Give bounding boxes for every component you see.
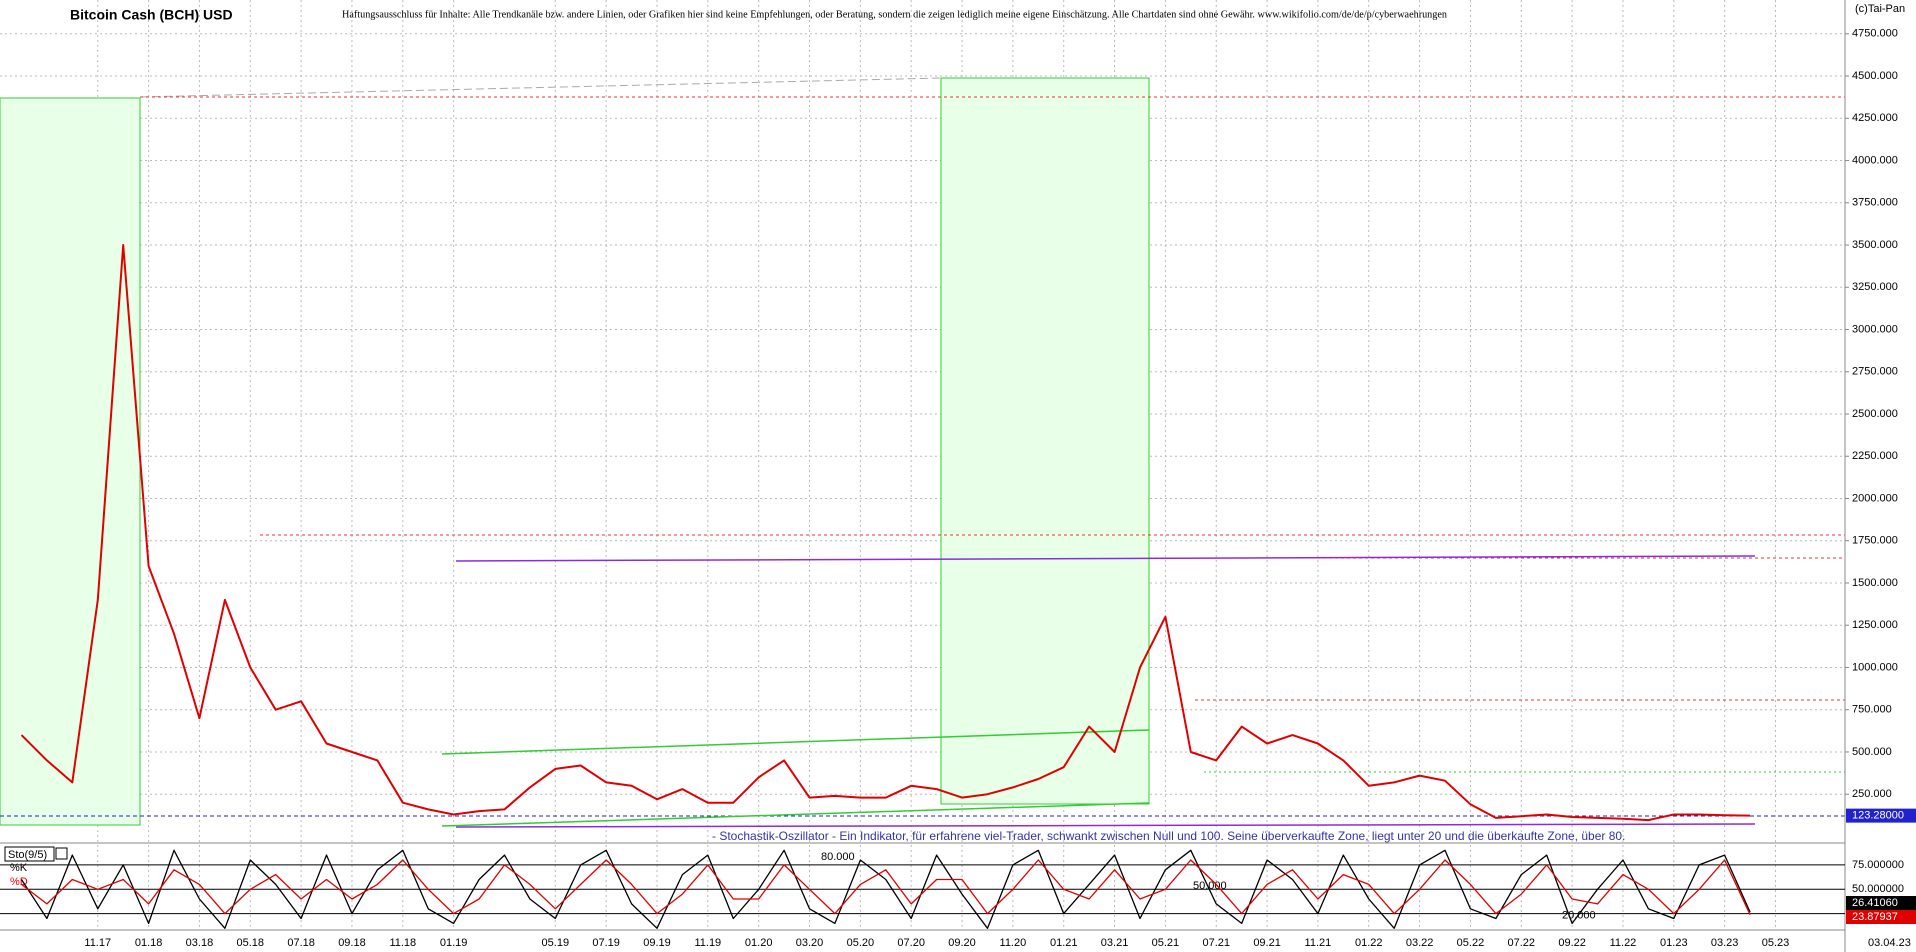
- indicator-title: Sto(9/5): [8, 849, 47, 861]
- trend-line: [455, 555, 1756, 562]
- x-tick-label: 03.21: [1101, 937, 1129, 949]
- trend-line: [455, 823, 1756, 828]
- x-tick-label: 03.23: [1711, 937, 1739, 949]
- x-tick-label: 11.20: [1000, 937, 1027, 949]
- x-tick-label: 01.19: [440, 937, 468, 949]
- legend-entry: %D: [10, 876, 28, 888]
- x-tick-label: 07.20: [897, 937, 925, 949]
- highlight-zone: [0, 97, 141, 826]
- x-tick-label: 09.22: [1558, 937, 1586, 949]
- x-tick-label: 09.19: [643, 937, 671, 949]
- level-label: 50.000: [1193, 880, 1227, 892]
- value-label-box: [1846, 910, 1916, 924]
- y-tick-label: 2250.000: [1852, 450, 1898, 462]
- x-tick-label: 05.23: [1762, 937, 1790, 949]
- x-tick-label: 05.20: [847, 937, 875, 949]
- chart-title: Bitcoin Cash (BCH) USD: [70, 7, 233, 23]
- x-tick-label: 05.18: [237, 937, 265, 949]
- x-tick-label: 01.22: [1355, 937, 1383, 949]
- y-tick-label: 250.000: [1852, 788, 1892, 800]
- y-tick-label: 1500.000: [1852, 577, 1898, 589]
- y-tick-label: 3750.000: [1852, 197, 1898, 209]
- y-tick-label: 500.000: [1852, 746, 1892, 758]
- x-tick-label: 03.22: [1406, 937, 1434, 949]
- y-tick-label: 750.000: [1852, 704, 1892, 716]
- value-label: 26.41060: [1852, 897, 1898, 909]
- x-tick-label: 11.17: [84, 937, 111, 949]
- level-label: 80.000: [821, 851, 855, 863]
- price-label-box: [1846, 808, 1916, 823]
- x-tick-label: 07.19: [592, 937, 620, 949]
- x-tick-label: 07.22: [1508, 937, 1536, 949]
- x-tick-label: 01.20: [745, 937, 773, 949]
- x-tick-label: 07.18: [287, 937, 315, 949]
- y-tick-label: 3500.000: [1852, 239, 1898, 251]
- value-label-box: [1846, 896, 1916, 910]
- trend-line: [441, 729, 1150, 755]
- x-tick-label: 11.21: [1305, 937, 1332, 949]
- y-tick-label: 1000.000: [1852, 661, 1898, 673]
- data-line: [21, 859, 1751, 915]
- y-tick-label: 1250.000: [1852, 619, 1898, 631]
- x-tick-label: 11.19: [694, 937, 721, 949]
- x-tick-label: 01.23: [1660, 937, 1688, 949]
- x-tick-label: 03.20: [796, 937, 824, 949]
- trend-line: [139, 77, 942, 98]
- x-tick-label: 01.18: [135, 937, 163, 949]
- y-tick-label: 4750.000: [1852, 28, 1898, 40]
- y-tick-label: 2750.000: [1852, 366, 1898, 378]
- highlight-zone: [940, 77, 1150, 805]
- y-tick-label: 50.000000: [1852, 883, 1904, 895]
- x-tick-label: 09.18: [338, 937, 366, 949]
- expand-button[interactable]: [55, 847, 68, 860]
- x-tick-label: 11.22: [1610, 937, 1637, 949]
- date-label: 03.04.23: [1868, 937, 1911, 949]
- x-tick-label: 07.21: [1202, 937, 1230, 949]
- indicator-annotation: - Stochastik-Oszillator - Ein Indikator,…: [712, 829, 1625, 843]
- y-tick-label: 75.000000: [1852, 859, 1904, 871]
- x-tick-label: 05.21: [1152, 937, 1180, 949]
- price-label: 123.28000: [1852, 810, 1904, 822]
- x-tick-label: 01.21: [1050, 937, 1078, 949]
- indicator-box: [4, 846, 55, 862]
- copyright: (c)Tai-Pan: [1855, 3, 1905, 15]
- value-label: 23.87937: [1852, 911, 1898, 923]
- x-tick-label: 11.18: [389, 937, 416, 949]
- y-tick-label: 4500.000: [1852, 70, 1898, 82]
- disclaimer: Haftungsausschluss für Inhalte: Alle Tre…: [342, 9, 1447, 20]
- x-tick-label: 09.21: [1253, 937, 1281, 949]
- x-tick-label: 09.20: [948, 937, 976, 949]
- y-tick-label: 4000.000: [1852, 154, 1898, 166]
- x-tick-label: 05.19: [542, 937, 570, 949]
- legend-entry: %K: [10, 862, 28, 874]
- y-tick-label: 2500.000: [1852, 408, 1898, 420]
- x-tick-label: 03.18: [186, 937, 214, 949]
- data-line: [20, 849, 1751, 929]
- y-tick-label: 3000.000: [1852, 323, 1898, 335]
- x-tick-label: 05.22: [1457, 937, 1485, 949]
- data-line: [20, 244, 1751, 822]
- y-tick-label: 3250.000: [1852, 281, 1898, 293]
- y-tick-label: 4250.000: [1852, 112, 1898, 124]
- y-tick-label: 1750.000: [1852, 535, 1898, 547]
- y-tick-label: 2000.000: [1852, 492, 1898, 504]
- trend-line: [441, 802, 1150, 827]
